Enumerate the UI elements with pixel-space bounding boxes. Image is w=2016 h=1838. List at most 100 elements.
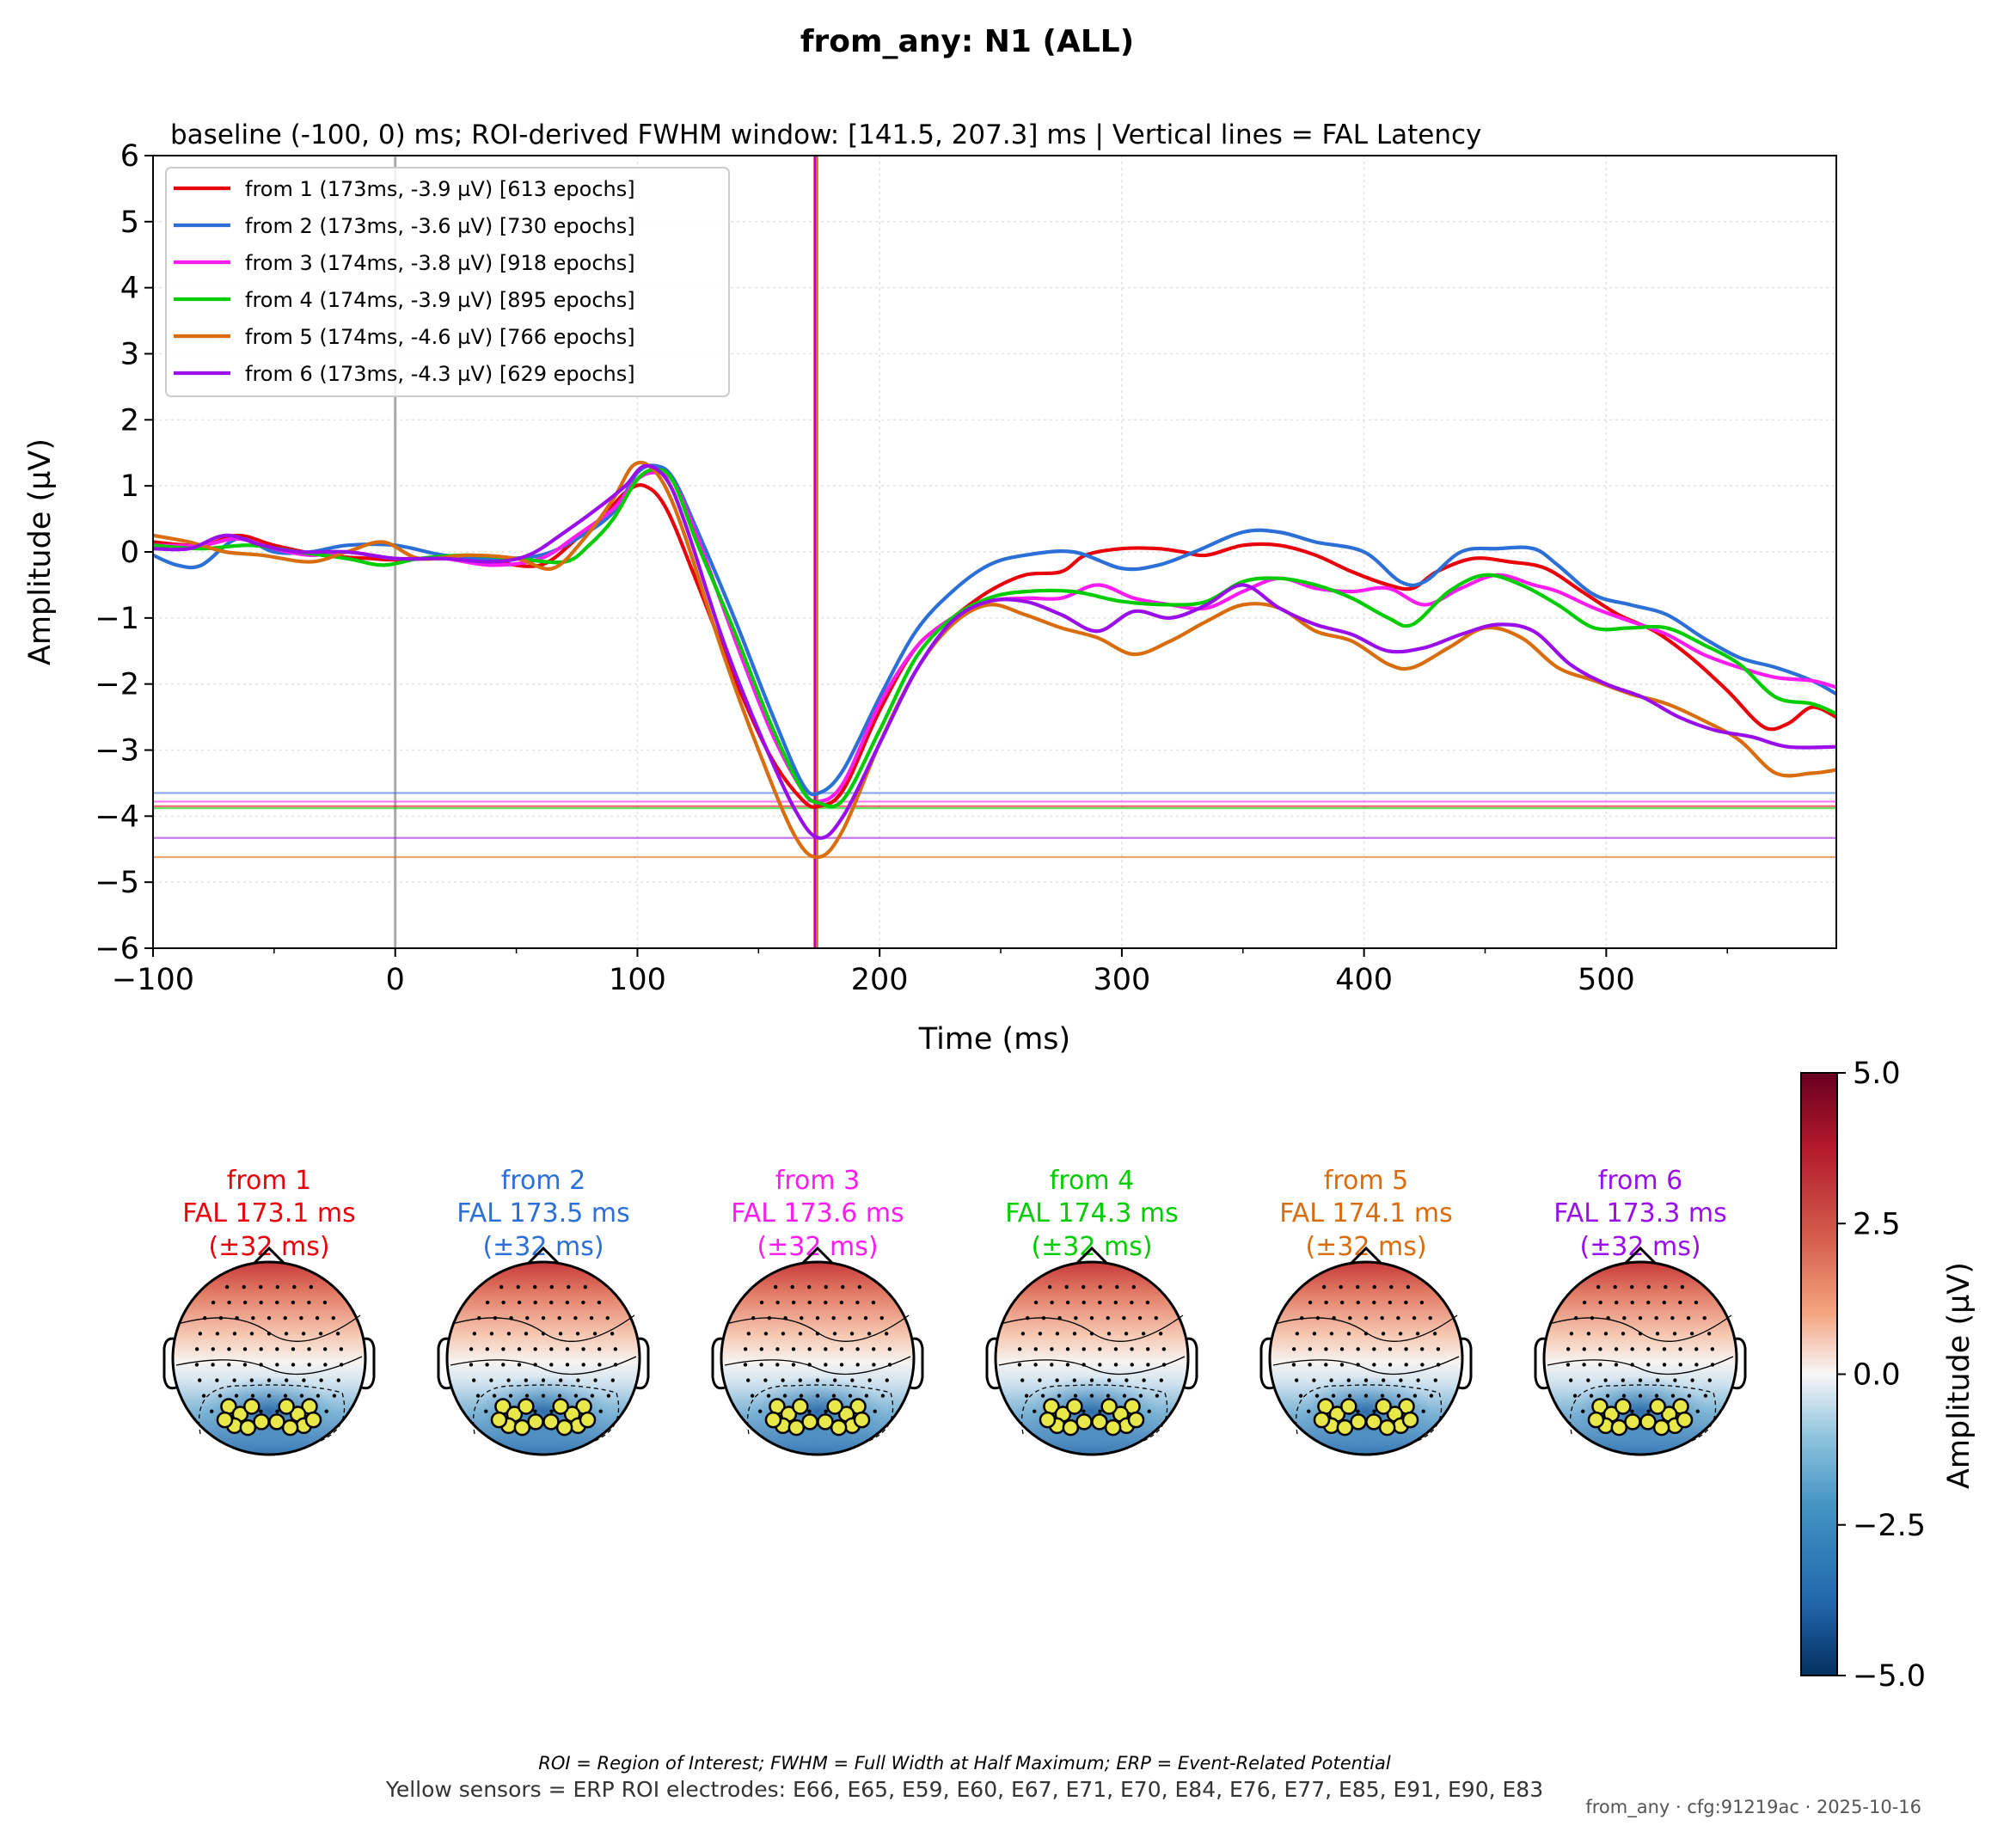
colorbar: 5.0 2.5 0.0 −2.5 −5.0 Amplitude (µV) bbox=[1800, 1057, 1976, 1694]
electrode bbox=[194, 1347, 199, 1351]
head-ear-left bbox=[1259, 1337, 1274, 1390]
electrode bbox=[1404, 1300, 1408, 1305]
electrode bbox=[1356, 1347, 1360, 1351]
electrode bbox=[1339, 1284, 1343, 1290]
electrode bbox=[557, 1394, 562, 1398]
roi-electrode bbox=[542, 1413, 560, 1431]
electrode bbox=[1707, 1332, 1712, 1336]
electrode bbox=[472, 1378, 476, 1382]
electrode bbox=[1072, 1332, 1077, 1336]
electrode bbox=[227, 1300, 231, 1305]
electrode bbox=[759, 1347, 763, 1351]
electrode bbox=[1664, 1284, 1668, 1290]
contour-line-negative bbox=[1296, 1384, 1443, 1442]
electrode bbox=[767, 1315, 772, 1320]
electrode bbox=[275, 1347, 279, 1351]
electrode bbox=[1654, 1394, 1659, 1398]
electrode bbox=[1033, 1300, 1039, 1305]
electrode bbox=[1155, 1394, 1160, 1398]
electrode bbox=[283, 1315, 287, 1320]
electrode bbox=[1055, 1332, 1060, 1336]
electrode bbox=[1673, 1378, 1677, 1382]
x-axis-label: Time (ms) bbox=[918, 1022, 1070, 1057]
electrode bbox=[751, 1315, 756, 1320]
colorbar-tick-label: −5.0 bbox=[1853, 1659, 1926, 1694]
electrode bbox=[1372, 1409, 1376, 1413]
topomap-name-label: from 6 bbox=[1598, 1166, 1682, 1196]
electrode bbox=[1147, 1409, 1151, 1413]
roi-electrode bbox=[1313, 1411, 1331, 1429]
electrode bbox=[506, 1332, 512, 1336]
electrode bbox=[517, 1300, 522, 1305]
electrode bbox=[242, 1363, 248, 1367]
electrode bbox=[775, 1363, 780, 1367]
electrode bbox=[1404, 1363, 1408, 1367]
electrode bbox=[1420, 1363, 1425, 1367]
electrode bbox=[1113, 1347, 1118, 1351]
colorbar-tick-label: 5.0 bbox=[1853, 1057, 1901, 1091]
electrode bbox=[259, 1347, 263, 1351]
colorbar-tick-label: 2.5 bbox=[1853, 1207, 1901, 1241]
electrode bbox=[565, 1347, 570, 1351]
y-tick-label: 2 bbox=[120, 403, 139, 438]
colorbar-tick-label: −2.5 bbox=[1853, 1509, 1926, 1543]
electrode bbox=[831, 1315, 836, 1320]
electrode bbox=[849, 1332, 855, 1336]
electrode bbox=[1329, 1378, 1333, 1382]
electrode bbox=[775, 1347, 780, 1351]
electrode bbox=[824, 1409, 828, 1413]
electrode bbox=[525, 1315, 530, 1320]
electrode bbox=[1065, 1363, 1070, 1367]
electrode bbox=[884, 1332, 889, 1336]
electrode bbox=[558, 1332, 563, 1336]
electrode bbox=[1074, 1315, 1078, 1320]
electrode bbox=[322, 1300, 328, 1305]
electrode bbox=[597, 1363, 602, 1367]
contour-line-negative bbox=[1570, 1384, 1717, 1442]
electrode bbox=[1324, 1300, 1328, 1305]
electrode bbox=[1380, 1315, 1384, 1320]
electrode bbox=[1603, 1332, 1609, 1336]
head-nose bbox=[526, 1246, 561, 1265]
electrode bbox=[1089, 1394, 1094, 1398]
legend-box bbox=[165, 167, 730, 397]
electrode bbox=[1312, 1378, 1316, 1382]
electrode bbox=[501, 1363, 506, 1367]
electrode bbox=[1702, 1315, 1707, 1320]
electrode bbox=[1614, 1347, 1619, 1351]
electrode bbox=[485, 1363, 489, 1367]
head-ear-left bbox=[711, 1337, 726, 1390]
electrode bbox=[1106, 1332, 1112, 1336]
peak-amplitude-lines bbox=[153, 792, 1836, 859]
roi-electrode bbox=[853, 1411, 871, 1429]
head-nose bbox=[1623, 1246, 1658, 1265]
electrode bbox=[1098, 1409, 1102, 1413]
electrode bbox=[1613, 1284, 1617, 1290]
head-ear-left bbox=[162, 1337, 177, 1390]
electrode bbox=[1416, 1378, 1420, 1382]
electrode bbox=[1363, 1315, 1369, 1320]
head-ear-right bbox=[1184, 1337, 1198, 1390]
electrode bbox=[1694, 1300, 1699, 1305]
electrode bbox=[1419, 1300, 1425, 1305]
roi-electrode bbox=[1075, 1413, 1093, 1431]
roi-electrode bbox=[552, 1398, 569, 1415]
head-outline bbox=[445, 1260, 641, 1456]
electrode bbox=[1308, 1347, 1312, 1351]
electrode bbox=[215, 1378, 219, 1382]
colorbar-ticks: 5.0 2.5 0.0 −2.5 −5.0 bbox=[1837, 1057, 1926, 1694]
roi-electrode bbox=[1091, 1413, 1108, 1431]
electrode bbox=[1346, 1332, 1351, 1336]
electrode bbox=[1630, 1347, 1634, 1351]
electrode bbox=[1662, 1300, 1667, 1305]
electrode bbox=[832, 1332, 837, 1336]
electrode bbox=[259, 1300, 263, 1305]
electrode bbox=[1703, 1394, 1708, 1398]
electrode bbox=[232, 1378, 236, 1382]
electrode bbox=[275, 1284, 279, 1290]
topomap-lat-label: FAL 173.1 ms bbox=[182, 1198, 356, 1228]
roi-electrode bbox=[490, 1411, 508, 1429]
electrode bbox=[763, 1332, 769, 1336]
electrode bbox=[1630, 1284, 1634, 1290]
